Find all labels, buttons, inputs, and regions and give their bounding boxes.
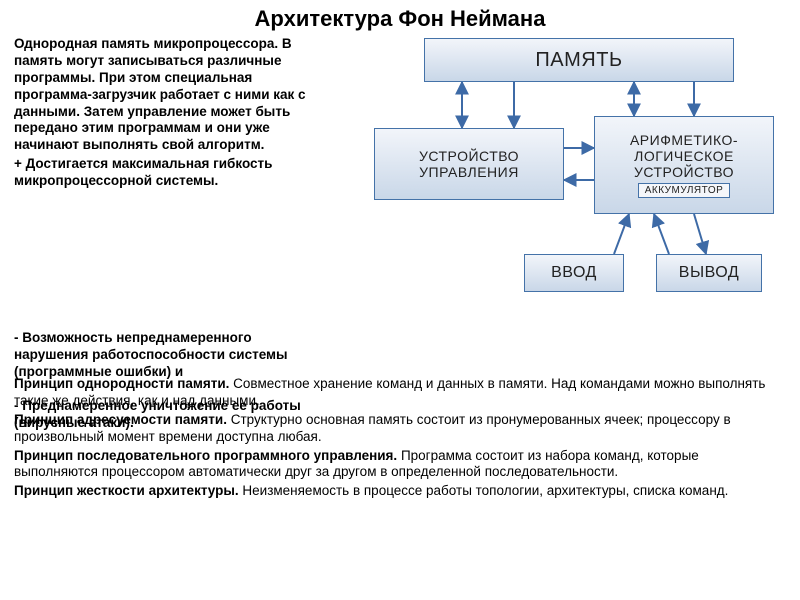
box-alu: АРИФМЕТИКО- ЛОГИЧЕСКОЕ УСТРОЙСТВО АККУМУЛ… <box>594 116 774 214</box>
principle-item: Принцип последовательного программного у… <box>14 448 786 482</box>
box-label: ВВОД <box>551 264 597 282</box>
box-output: ВЫВОД <box>656 254 762 292</box>
box-input: ВВОД <box>524 254 624 292</box>
principle-item: Принцип однородности памяти. Совместное … <box>14 376 786 410</box>
upper-region: Однородная память микропроцессора. В пам… <box>0 32 800 316</box>
page-title: Архитектура Фон Неймана <box>0 0 800 32</box>
principle-title: Принцип жесткости архитектуры. <box>14 483 239 498</box>
plus-line: + Достигается максимальная гибкость микр… <box>14 156 328 190</box>
arrow <box>654 214 669 254</box>
principle-title: Принцип последовательного программного у… <box>14 448 397 463</box>
principle-title: Принцип адресуемости памяти. <box>14 412 227 427</box>
intro-paragraph: Однородная память микропроцессора. В пам… <box>14 36 328 154</box>
principle-title: Принцип однородности памяти. <box>14 376 229 391</box>
principles-block: Принцип однородности памяти. Совместное … <box>14 376 786 502</box>
minus-line-1: - Возможность непреднамеренного нарушени… <box>14 330 324 381</box>
box-memory: ПАМЯТЬ <box>424 38 734 82</box>
box-label: АРИФМЕТИКО- ЛОГИЧЕСКОЕ УСТРОЙСТВО <box>630 132 738 180</box>
architecture-diagram: ПАМЯТЬ УСТРОЙСТВО УПРАВЛЕНИЯ АРИФМЕТИКО- Л… <box>334 36 779 316</box>
arrow <box>694 214 706 254</box>
accumulator-box: АККУМУЛЯТОР <box>638 183 731 198</box>
principle-item: Принцип жесткости архитектуры. Неизменяе… <box>14 483 786 500</box>
arrow <box>614 214 629 254</box>
principle-item: Принцип адресуемости памяти. Структурно … <box>14 412 786 446</box>
principle-text: Неизменяемость в процессе работы тополог… <box>239 483 729 498</box>
box-label: ПАМЯТЬ <box>535 49 622 72</box>
box-control: УСТРОЙСТВО УПРАВЛЕНИЯ <box>374 128 564 200</box>
left-text-column: Однородная память микропроцессора. В пам… <box>14 36 334 316</box>
box-label: УСТРОЙСТВО УПРАВЛЕНИЯ <box>419 148 519 180</box>
box-label: ВЫВОД <box>679 264 739 282</box>
